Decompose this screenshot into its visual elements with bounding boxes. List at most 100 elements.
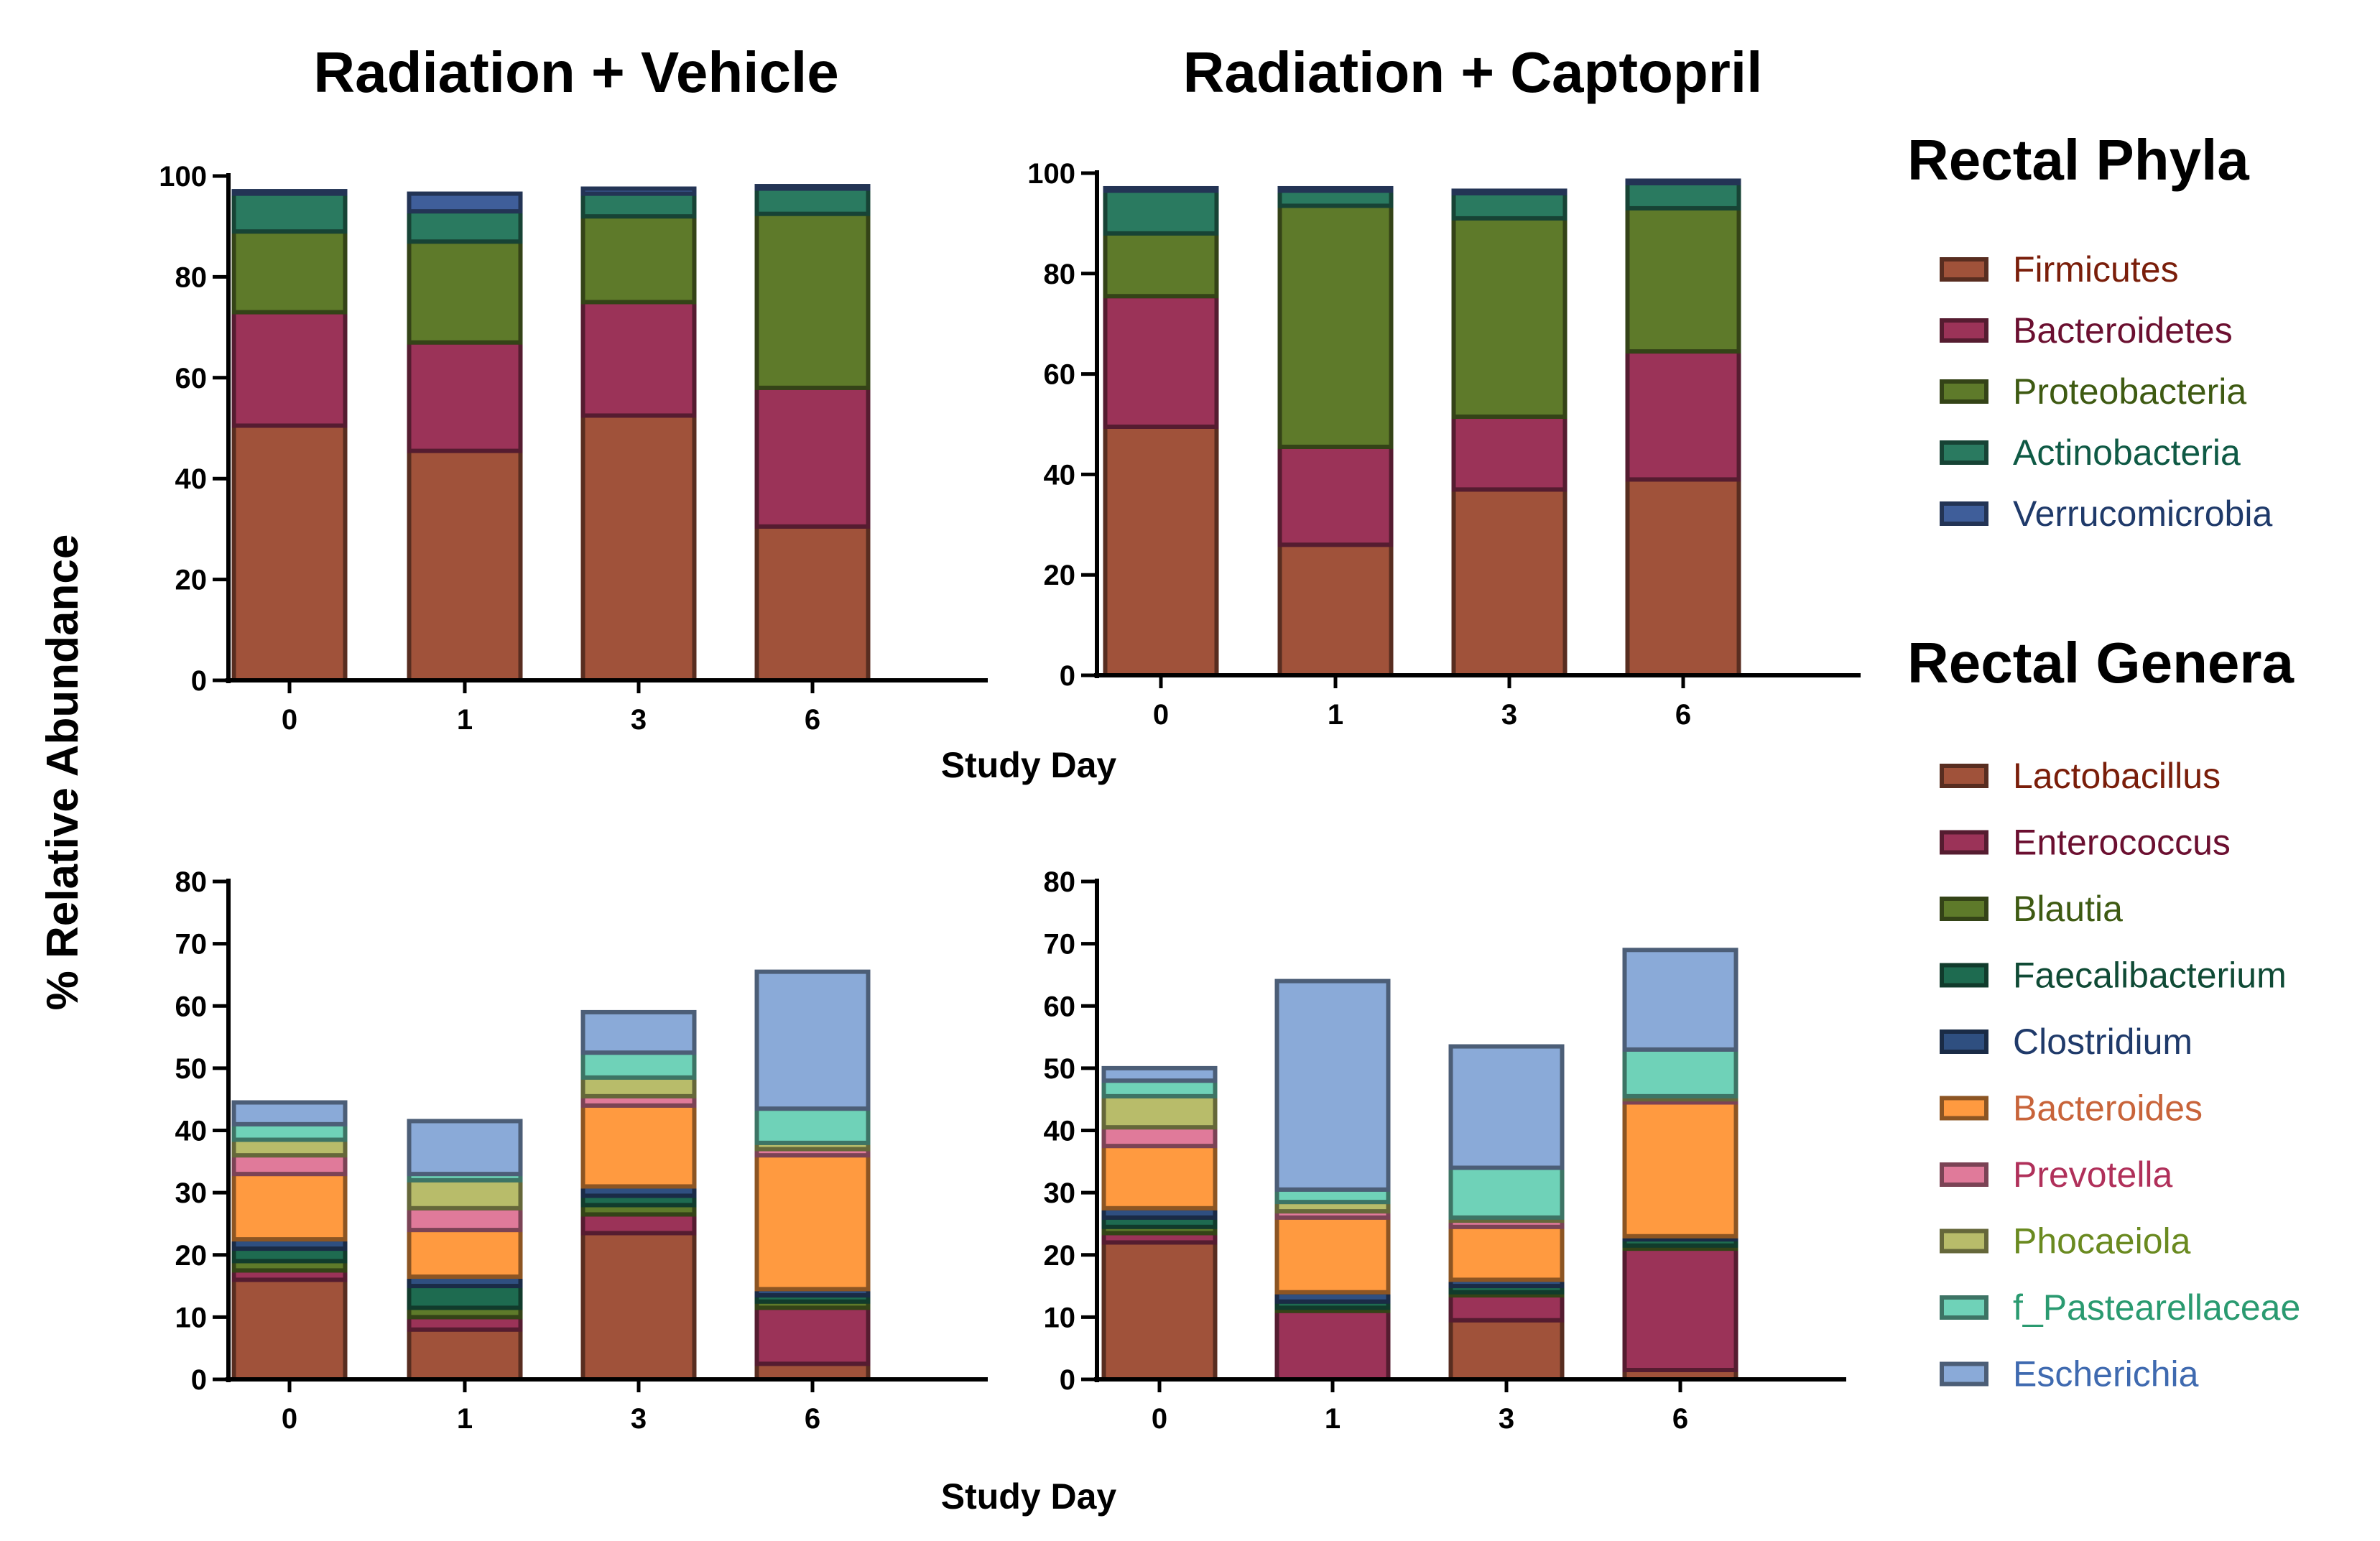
legend-swatch-genera-9 (1940, 1361, 1988, 1387)
legend-swatch-genera-6 (1940, 1162, 1988, 1187)
bar-segment-bottom-right-day6-enterococcus (1622, 1246, 1738, 1373)
y-tick-label-bottom-left-0: 0 (191, 1364, 207, 1396)
legend-label-genera-9: Escherichia (2013, 1354, 2199, 1394)
legend-label-phyla-0: Firmicutes (2013, 249, 2179, 290)
y-tick-label-top-right-2: 40 (1044, 459, 1076, 491)
x-tick-label-top-left-0: 0 (282, 704, 297, 736)
legend-swatch-phyla-4 (1940, 501, 1988, 526)
legend-swatch-genera-8 (1940, 1295, 1988, 1320)
x-tick-label-bottom-left-0: 0 (282, 1403, 297, 1435)
x-tick-label-top-left-1: 1 (457, 704, 473, 736)
legend-label-phyla-2: Proteobacteria (2013, 371, 2246, 412)
legend-label-phyla-1: Bacteroidetes (2013, 310, 2233, 351)
legend-swatch-genera-4 (1940, 1029, 1988, 1054)
legend-swatch-phyla-0 (1940, 257, 1988, 282)
bar-segment-bottom-left-day1-escherichia (407, 1119, 523, 1177)
y-tick-label-top-right-0: 0 (1060, 660, 1075, 692)
legend-swatch-genera-7 (1940, 1228, 1988, 1254)
bar-segment-top-left-day6-verrucomicrobia (754, 184, 871, 191)
bar-segment-bottom-left-day6-escherichia (754, 969, 871, 1111)
bar-segment-bottom-right-day3-f-pastearellaceae (1448, 1165, 1565, 1220)
bar-segment-top-right-day6-firmicutes (1625, 477, 1741, 677)
x-tick-label-bottom-right-2: 3 (1499, 1403, 1514, 1435)
bar-segment-bottom-left-day0-f-pastearellaceae (231, 1121, 348, 1142)
x-tick-label-bottom-left-2: 3 (631, 1403, 647, 1435)
bar-segment-top-right-day3-firmicutes (1451, 487, 1568, 677)
y-tick-label-bottom-right-0: 0 (1060, 1364, 1075, 1396)
bar-segment-top-right-day0-firmicutes (1103, 424, 1219, 677)
legend-swatch-genera-5 (1940, 1096, 1988, 1121)
x-tick-label-bottom-right-0: 0 (1152, 1403, 1167, 1435)
x-tick-label-top-right-1: 1 (1328, 699, 1343, 731)
bar-segment-bottom-right-day6-bacteroides (1622, 1100, 1738, 1239)
bar-segment-top-left-day1-firmicutes (407, 448, 523, 683)
bar-segment-bottom-right-day6-escherichia (1622, 948, 1738, 1052)
bar-segment-top-left-day6-bacteroidetes (754, 385, 871, 529)
y-tick-label-bottom-right-1: 10 (1044, 1302, 1076, 1333)
bar-segment-top-right-day1-firmicutes (1277, 542, 1394, 678)
bar-segment-top-left-day0-firmicutes (231, 423, 348, 682)
bar-segment-bottom-right-day0-f-pastearellaceae (1101, 1078, 1218, 1098)
x-tick-label-bottom-left-3: 6 (805, 1403, 820, 1435)
bar-segment-bottom-right-day1-enterococcus (1274, 1308, 1391, 1382)
panel-bottom-right: 0 10 20 30 40 50 60 70 80 0 1 3 6 (1044, 866, 1846, 1435)
bar-segment-bottom-left-day3-bacteroides (580, 1103, 697, 1189)
bar-segment-top-left-day3-proteobacteria (580, 214, 697, 305)
bar-segment-bottom-left-day6-f-pastearellaceae (754, 1106, 871, 1145)
legend-label-genera-5: Bacteroides (2013, 1088, 2203, 1129)
bar-segment-top-right-day6-verrucomicrobia (1625, 178, 1741, 185)
bar-segment-bottom-left-day6-bacteroides (754, 1153, 871, 1292)
bar-segment-top-right-day6-proteobacteria (1625, 205, 1741, 354)
y-tick-label-bottom-left-5: 50 (175, 1053, 208, 1085)
x-tick-label-bottom-left-1: 1 (457, 1403, 473, 1435)
bar-segment-top-left-day3-actinobacteria (580, 191, 697, 219)
bar-segment-bottom-right-day1-escherichia (1274, 978, 1391, 1192)
bar-segment-top-right-day0-proteobacteria (1103, 231, 1219, 299)
bar-segment-top-left-day1-verrucomicrobia (407, 191, 523, 214)
bar-segment-bottom-left-day0-lactobacillus (231, 1277, 348, 1382)
bar-segment-top-left-day6-firmicutes (754, 524, 871, 683)
x-tick-label-top-left-2: 3 (631, 704, 647, 736)
bar-segment-top-left-day0-proteobacteria (231, 229, 348, 315)
bar-segment-top-left-day1-bacteroidetes (407, 340, 523, 453)
x-tick-label-top-left-3: 6 (805, 704, 820, 736)
y-tick-label-bottom-right-6: 60 (1044, 991, 1076, 1022)
legend-swatch-phyla-3 (1940, 440, 1988, 465)
x-tick-label-bottom-right-3: 6 (1672, 1403, 1688, 1435)
bar-segment-bottom-right-day3-escherichia (1448, 1044, 1565, 1170)
y-tick-label-bottom-right-8: 80 (1044, 866, 1076, 898)
bar-segment-top-left-day3-bacteroidetes (580, 300, 697, 418)
bar-segment-bottom-right-day0-prevotella (1101, 1125, 1218, 1149)
legend-label-genera-1: Enterococcus (2013, 823, 2231, 863)
y-tick-label-bottom-left-3: 30 (175, 1177, 208, 1209)
legend-swatch-phyla-1 (1940, 318, 1988, 343)
bar-segment-bottom-left-day6-enterococcus (754, 1305, 871, 1366)
bar-segment-top-right-day0-actinobacteria (1103, 188, 1219, 236)
bar-segment-bottom-right-day3-enterococcus (1448, 1293, 1565, 1323)
legend-phyla: Rectal Phyla Firmicutes Bacteroidetes Prot… (1907, 128, 2272, 534)
legend-label-genera-2: Blautia (2013, 889, 2123, 929)
bar-segment-bottom-left-day0-phocaeiola (231, 1137, 348, 1158)
bar-segment-bottom-right-day1-bacteroides (1274, 1215, 1391, 1295)
x-tick-label-top-right-3: 6 (1675, 699, 1691, 731)
bar-segment-top-left-day3-firmicutes (580, 413, 697, 682)
bar-segment-bottom-left-day1-bacteroides (407, 1228, 523, 1279)
bar-segment-bottom-left-day1-faecalibacterium (407, 1284, 523, 1310)
y-tick-label-top-right-5: 100 (1027, 158, 1075, 190)
bar-segment-top-right-day3-bacteroidetes (1451, 415, 1568, 492)
bar-segment-bottom-left-day1-phocaeiola (407, 1177, 523, 1211)
bar-segment-bottom-right-day0-lactobacillus (1101, 1240, 1218, 1382)
y-tick-label-bottom-right-2: 20 (1044, 1240, 1076, 1272)
legend-swatch-genera-0 (1940, 764, 1988, 788)
bar-segment-top-left-day0-actinobacteria (231, 191, 348, 234)
y-tick-label-top-left-1: 20 (175, 565, 208, 596)
bar-segment-bottom-right-day0-escherichia (1101, 1065, 1218, 1083)
x-axis-title-top: Study Day (941, 745, 1117, 785)
panel-bottom-left: 0 10 20 30 40 50 60 70 80 0 1 3 6 (175, 866, 988, 1435)
legend-label-genera-8: f_Pastearellaceae (2013, 1287, 2300, 1328)
legend-phyla-title: Rectal Phyla (1907, 128, 2249, 192)
legend-swatch-phyla-2 (1940, 379, 1988, 404)
y-tick-label-top-right-1: 20 (1044, 560, 1076, 591)
legend-label-genera-6: Prevotella (2013, 1154, 2173, 1195)
